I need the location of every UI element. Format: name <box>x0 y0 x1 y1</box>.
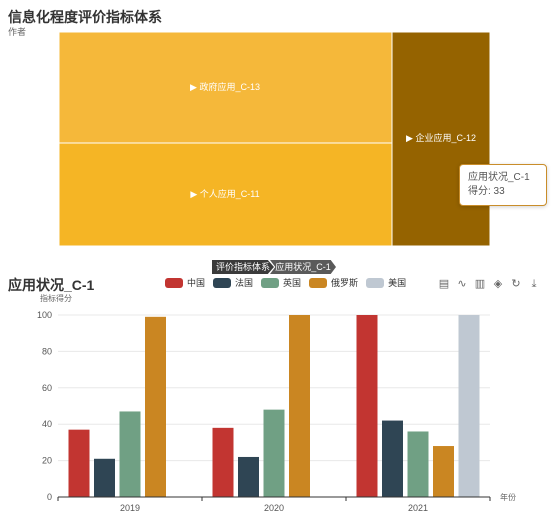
legend-swatch <box>261 277 280 288</box>
legend-label: 美国 <box>388 278 407 288</box>
x-axis-label: 年份 <box>500 492 516 502</box>
bar[interactable] <box>433 446 454 497</box>
y-tick-label: 40 <box>42 419 52 429</box>
treemap-subtitle: 作者 <box>8 27 27 37</box>
bar-chart-title: 应用状况_C-1 <box>8 277 95 293</box>
y-tick-label: 20 <box>42 456 52 466</box>
bar[interactable] <box>356 315 378 497</box>
bar-chart-icon[interactable]: ▥ <box>474 278 486 290</box>
treemap-title: 信息化程度评价指标体系 <box>8 9 162 25</box>
bar[interactable] <box>238 456 259 497</box>
legend-item-russia[interactable]: 俄罗斯 <box>309 276 358 289</box>
y-tick-label: 60 <box>42 383 52 393</box>
bar[interactable] <box>289 315 310 497</box>
treemap-chart: ▶ 政府应用_C-13 ▶ 个人应用_C-11 ▶ 企业应用_C-12 <box>0 0 554 250</box>
bar[interactable] <box>212 427 234 497</box>
legend-item-china[interactable]: 中国 <box>165 276 205 289</box>
legend-item-usa[interactable]: 美国 <box>366 276 406 289</box>
legend-swatch <box>366 277 385 288</box>
legend-label: 英国 <box>283 278 302 288</box>
bar[interactable] <box>382 420 403 497</box>
x-tick-label: 2021 <box>408 503 428 513</box>
breadcrumb-root[interactable]: 评价指标体系 <box>212 260 274 274</box>
bar[interactable] <box>263 409 285 497</box>
breadcrumb-current[interactable]: 应用状况_C-1 <box>270 260 336 274</box>
restore-icon[interactable]: ↻ <box>511 278 521 290</box>
legend-label: 俄罗斯 <box>331 278 359 288</box>
treemap-label-government: ▶ 政府应用_C-13 <box>190 81 260 92</box>
x-tick-label: 2019 <box>120 503 140 513</box>
legend-label: 中国 <box>187 278 206 288</box>
y-tick-label: 100 <box>37 310 52 320</box>
legend-label: 法国 <box>235 278 254 288</box>
treemap-svg: ▶ 政府应用_C-13 ▶ 个人应用_C-11 ▶ 企业应用_C-12 <box>58 31 491 247</box>
treemap-node-government[interactable] <box>58 31 393 144</box>
stack-icon[interactable]: ◈ <box>493 278 503 290</box>
y-tick-label: 80 <box>42 346 52 356</box>
treemap-label-enterprise: ▶ 企业应用_C-12 <box>406 132 476 143</box>
bar[interactable] <box>94 458 115 497</box>
treemap-label-personal: ▶ 个人应用_C-11 <box>190 188 259 199</box>
treemap-node-personal[interactable] <box>58 142 393 247</box>
line-chart-icon[interactable]: ∿ <box>457 278 467 290</box>
legend-swatch <box>213 277 232 288</box>
bar[interactable] <box>458 315 480 497</box>
legend: 中国 法国 英国 俄罗斯 美国 <box>165 276 406 289</box>
bar[interactable] <box>119 411 141 497</box>
tooltip: 应用状况_C-1 得分: 33 <box>459 164 547 206</box>
y-tick-label: 0 <box>47 492 52 502</box>
legend-item-uk[interactable]: 英国 <box>261 276 301 289</box>
tooltip-value: 得分: 33 <box>468 186 505 197</box>
bar[interactable] <box>68 429 90 497</box>
toolbox: ▤ ∿ ▥ ◈ ↻ ⤓ <box>438 278 540 290</box>
download-icon[interactable]: ⤓ <box>531 278 537 290</box>
x-tick-label: 2020 <box>264 503 284 513</box>
legend-swatch <box>165 277 183 288</box>
legend-swatch <box>309 277 328 288</box>
y-axis-label: 指标得分 <box>40 293 72 303</box>
data-view-icon[interactable]: ▤ <box>438 278 450 290</box>
legend-item-france[interactable]: 法国 <box>213 276 253 289</box>
bar[interactable] <box>407 431 429 497</box>
bar[interactable] <box>145 316 166 497</box>
tooltip-title: 应用状况_C-1 <box>468 172 530 183</box>
treemap-node-enterprise[interactable] <box>391 31 491 247</box>
